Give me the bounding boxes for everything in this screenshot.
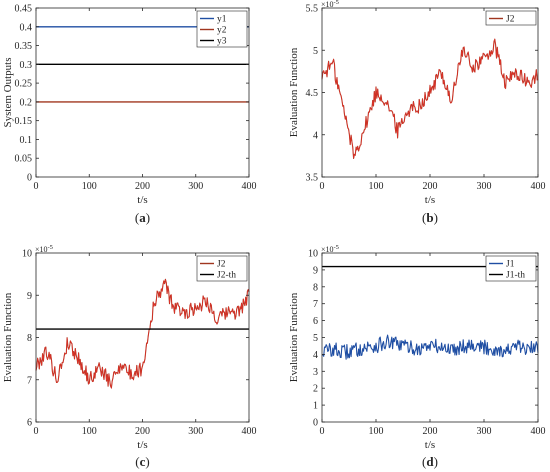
y-tick-label: 4 xyxy=(313,350,318,361)
y-tick-label: 8 xyxy=(27,333,32,344)
y-tick-label: 9 xyxy=(27,291,32,302)
x-axis-label: t/s xyxy=(137,194,147,206)
y-tick-label: 0 xyxy=(27,173,32,184)
panel-caption: (b) xyxy=(422,210,438,225)
x-tick-label: 0 xyxy=(320,426,325,437)
y-exponent-power: -5 xyxy=(48,244,53,251)
y-axis-label: System Outputs xyxy=(2,58,14,128)
y-tick-label: 0 xyxy=(313,418,318,429)
series-J2 xyxy=(35,278,250,390)
series-J2 xyxy=(321,37,539,159)
series-highlight xyxy=(35,279,250,390)
y-axis-label: Evaluation Function xyxy=(2,292,14,382)
y-tick-label: 6 xyxy=(27,418,32,429)
chart-panel-c: 0 100 200 300 400 6 7 8 9 10 ×10-5 t/s Evaluation Fu… xyxy=(2,244,257,469)
y-tick-label: 7 xyxy=(27,375,32,386)
x-tick-label: 100 xyxy=(82,181,97,192)
x-tick-label: 300 xyxy=(477,426,492,437)
y-tick-label: 0.25 xyxy=(15,79,33,90)
x-tick-label: 400 xyxy=(242,426,257,437)
panel-caption: (d) xyxy=(422,454,438,469)
y-tick-label: 0.45 xyxy=(15,4,33,15)
x-axis-label: t/s xyxy=(425,194,435,206)
legend-entry: J2-th xyxy=(217,271,236,281)
series-highlight xyxy=(321,37,539,159)
x-tick-label: 0 xyxy=(34,426,39,437)
legend-box xyxy=(196,255,248,282)
y-tick-label: 4.5 xyxy=(306,88,319,99)
y-exponent-label: ×10-5 xyxy=(35,244,53,254)
y-tick-label: 5 xyxy=(313,46,318,57)
y-tick-label: 9 xyxy=(313,265,318,276)
y-exponent-label: ×10-5 xyxy=(321,244,339,254)
x-tick-label: 400 xyxy=(531,181,546,192)
x-tick-label: 100 xyxy=(369,181,384,192)
x-tick-label: 200 xyxy=(135,426,150,437)
y-tick-label: 4 xyxy=(313,130,318,141)
y-exponent-power: -5 xyxy=(334,244,339,251)
legend-entry: J2 xyxy=(217,260,226,270)
x-tick-label: 300 xyxy=(188,426,203,437)
legend-entry: y3 xyxy=(217,37,227,47)
legend: J2 xyxy=(485,10,537,26)
y-exponent-power: -5 xyxy=(334,0,339,6)
y-tick-label: 0.05 xyxy=(15,154,33,165)
legend-box xyxy=(485,10,537,26)
y-tick-label: 0.1 xyxy=(20,135,33,146)
x-tick-label: 100 xyxy=(369,426,384,437)
chart-panel-a: 0 100 200 300 400 0 0.05 0.1 0.15 0.2 0.25 0.3 0.35 0… xyxy=(2,4,257,226)
x-tick-label: 200 xyxy=(423,181,438,192)
y-tick-label: 8 xyxy=(313,282,318,293)
y-tick-label: 0.15 xyxy=(15,116,33,127)
panel-caption: (c) xyxy=(135,454,149,469)
legend-entry: y2 xyxy=(217,26,227,36)
chart-panel-b: 0 100 200 300 400 3.5 4 4.5 5 5.5 ×10-5 t/s Evaluati… xyxy=(288,0,546,225)
x-tick-label: 300 xyxy=(188,181,203,192)
y-tick-label: 0.4 xyxy=(20,22,33,33)
x-tick-label: 100 xyxy=(82,426,97,437)
y-tick-label: 10 xyxy=(308,249,318,260)
y-tick-label: 1 xyxy=(313,401,318,412)
x-axis-label: t/s xyxy=(425,439,435,451)
series-line xyxy=(321,334,539,360)
x-tick-label: 200 xyxy=(423,426,438,437)
series-line xyxy=(321,38,539,159)
y-tick-label: 5.5 xyxy=(306,4,319,15)
x-axis-label: t/s xyxy=(137,439,147,451)
y-tick-label: 0.2 xyxy=(20,97,33,108)
series-line xyxy=(35,278,250,389)
y-exponent-label: ×10-5 xyxy=(321,0,339,9)
legend-box xyxy=(485,255,537,282)
y-tick-label: 0.3 xyxy=(20,60,33,71)
legend-entry: y1 xyxy=(217,15,227,25)
y-tick-label: 2 xyxy=(313,384,318,395)
chart-panel-d: 0 100 200 300 400 0 1 2 3 4 5 6 7 8 9 10 ×10-5 t/s Evaluat… xyxy=(288,244,546,469)
series-J1 xyxy=(321,334,539,360)
x-tick-label: 400 xyxy=(242,181,257,192)
y-tick-label: 5 xyxy=(313,333,318,344)
y-tick-label: 7 xyxy=(313,299,318,310)
y-axis-label: Evaluation Function xyxy=(288,47,300,137)
x-tick-label: 400 xyxy=(531,426,546,437)
x-tick-label: 200 xyxy=(135,181,150,192)
y-tick-label: 10 xyxy=(22,249,32,260)
legend-entry: J2 xyxy=(506,15,515,25)
legend-entry: J1-th xyxy=(506,271,525,281)
legend-entry: J1 xyxy=(506,260,515,270)
y-tick-label: 3.5 xyxy=(306,173,319,184)
y-tick-label: 6 xyxy=(313,316,318,327)
panel-caption: (a) xyxy=(135,210,150,225)
y-tick-label: 0.35 xyxy=(15,41,33,52)
y-axis-label: Evaluation Function xyxy=(288,292,300,382)
x-tick-label: 0 xyxy=(320,181,325,192)
y-tick-label: 3 xyxy=(313,367,318,378)
x-tick-label: 0 xyxy=(34,181,39,192)
x-tick-label: 300 xyxy=(477,181,492,192)
